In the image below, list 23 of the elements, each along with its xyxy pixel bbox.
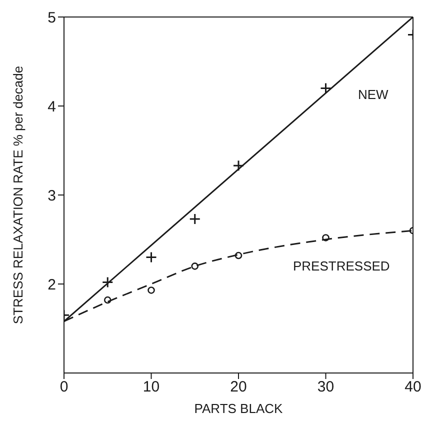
point <box>191 262 199 270</box>
point <box>148 286 155 294</box>
y-tick-label: 5 <box>48 9 56 26</box>
x-tick-label: 0 <box>60 378 68 396</box>
y-axis-title: STRESS RELAXATION RATE % per decade <box>10 66 26 324</box>
y-tick-label: 2 <box>48 276 56 294</box>
x-axis-title: PARTS BLACK <box>194 401 284 416</box>
point <box>104 296 112 304</box>
series-label: NEW <box>358 87 390 102</box>
point <box>320 82 332 94</box>
point <box>234 252 242 260</box>
series-label: PRESTRESSED <box>293 258 390 274</box>
x-tick-label: 20 <box>230 378 247 396</box>
x-tick-label: 10 <box>142 378 160 396</box>
point <box>232 160 244 172</box>
y-tick-label: 4 <box>48 98 56 116</box>
x-tick-label: 30 <box>317 378 334 396</box>
y-tick-label: 3 <box>48 187 56 204</box>
point <box>102 276 114 288</box>
x-tick-label: 40 <box>404 378 422 396</box>
point <box>146 252 157 264</box>
point <box>189 213 201 225</box>
point <box>322 234 330 242</box>
